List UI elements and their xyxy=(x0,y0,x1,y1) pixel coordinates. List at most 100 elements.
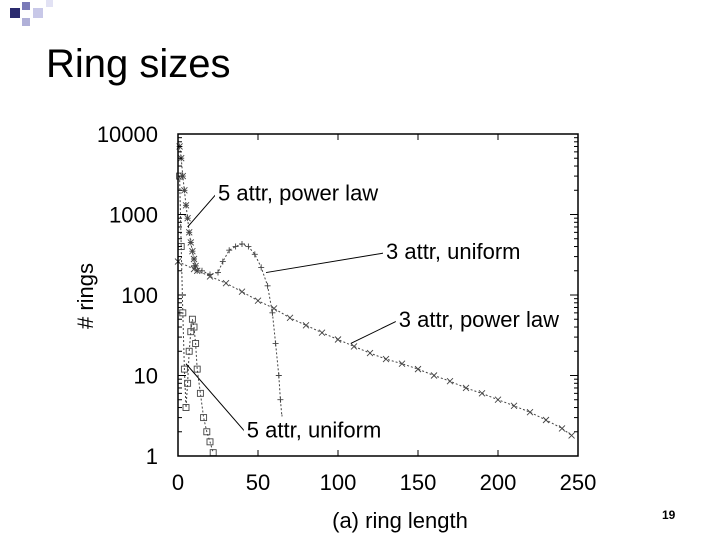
data-point xyxy=(286,314,294,322)
data-point xyxy=(568,432,575,439)
data-point xyxy=(192,340,200,347)
annotation-3-attr-power-law: 3 attr, power law xyxy=(399,307,559,332)
data-point xyxy=(366,349,374,357)
data-point xyxy=(232,243,239,250)
x-tick-label: 50 xyxy=(246,470,270,495)
annotation-leader-5-attr-power-law xyxy=(187,193,217,228)
data-point xyxy=(181,186,188,194)
title-decoration-squares xyxy=(10,0,53,26)
data-point xyxy=(414,365,422,373)
data-point xyxy=(350,343,358,350)
x-tick-label: 150 xyxy=(400,470,437,495)
data-point xyxy=(558,425,566,432)
data-point xyxy=(196,389,204,397)
series-3-attr-power-law xyxy=(174,258,575,439)
data-point xyxy=(277,396,284,403)
data-point xyxy=(219,258,226,265)
annotation-3-attr-uniform: 3 attr, uniform xyxy=(386,239,521,264)
series-line-5-attr-uniform xyxy=(179,176,214,453)
data-point xyxy=(446,377,454,385)
data-point xyxy=(318,329,326,337)
y-axis-label: # rings xyxy=(73,263,98,329)
data-point xyxy=(200,414,208,422)
data-point xyxy=(510,402,518,410)
data-point xyxy=(185,347,193,355)
data-point xyxy=(191,262,197,269)
series-5-attr-uniform xyxy=(176,172,217,457)
annotation-backdrop xyxy=(383,238,524,266)
series-line-3-attr-uniform xyxy=(193,243,283,418)
data-point xyxy=(190,323,198,331)
data-point xyxy=(494,396,502,404)
data-point xyxy=(398,360,406,368)
series-line-3-attr-power-law xyxy=(177,261,572,436)
data-point xyxy=(206,438,214,446)
data-point xyxy=(185,229,193,236)
annotation-leader-5-attr-uniform xyxy=(185,363,246,432)
x-tick-label: 250 xyxy=(560,470,597,495)
data-point xyxy=(187,239,195,246)
axis-layer: 0 50 100 150 200 250 1 10 100 1000 10000 xyxy=(97,122,597,495)
data-point xyxy=(430,372,438,379)
annotation-backdrop xyxy=(243,416,385,444)
annotation-5-attr-power-law: 5 attr, power law xyxy=(218,180,378,205)
y-tick-label: 1 xyxy=(146,444,158,469)
data-point xyxy=(188,315,196,323)
series-line-5-attr-power-law xyxy=(179,146,198,271)
x-tick-label: 0 xyxy=(172,470,184,495)
series-3-attr-uniform xyxy=(191,241,285,421)
x-axis-label: (a) ring length xyxy=(332,508,468,533)
data-point xyxy=(542,416,550,424)
y-tick-label: 10000 xyxy=(97,122,158,147)
annotation-5-attr-uniform: 5 attr, uniform xyxy=(247,417,382,442)
data-point xyxy=(245,243,252,250)
data-point xyxy=(270,305,278,312)
data-point xyxy=(184,379,192,387)
data-point xyxy=(251,251,258,258)
data-point xyxy=(272,340,279,347)
page-number: 19 xyxy=(662,508,676,522)
data-point xyxy=(184,214,191,222)
data-point xyxy=(258,264,265,271)
data-point xyxy=(215,269,221,276)
y-tick-label: 100 xyxy=(121,283,158,308)
x-tick-label: 200 xyxy=(480,470,517,495)
data-point xyxy=(190,255,198,263)
annotation-layer: 5 attr, power law 3 attr, uniform 3 attr, … xyxy=(185,179,563,444)
annotation-backdrop xyxy=(395,306,563,334)
data-point xyxy=(193,365,201,373)
data-point xyxy=(180,365,188,373)
data-point xyxy=(190,265,198,273)
data-point xyxy=(269,309,276,316)
data-point xyxy=(182,202,190,209)
data-point xyxy=(176,172,184,180)
data-point xyxy=(203,428,211,436)
slide-title: Ring sizes xyxy=(46,42,231,86)
data-point xyxy=(526,408,534,416)
data-point xyxy=(226,247,233,254)
series-layer xyxy=(174,143,575,457)
data-point xyxy=(222,279,230,287)
data-point xyxy=(264,282,271,289)
data-point xyxy=(275,372,282,379)
data-point xyxy=(334,336,342,343)
y-tick-label: 1000 xyxy=(109,203,158,228)
data-point xyxy=(206,273,214,280)
annotation-leader-3-attr-uniform xyxy=(265,252,385,274)
data-point xyxy=(382,355,390,363)
data-point xyxy=(189,247,196,255)
data-point xyxy=(302,322,310,329)
data-point xyxy=(209,449,217,457)
data-point xyxy=(239,241,245,248)
data-point xyxy=(462,384,470,392)
y-tick-label: 10 xyxy=(134,364,158,389)
x-tick-label: 100 xyxy=(320,470,357,495)
annotation-backdrop xyxy=(215,179,382,207)
data-point xyxy=(199,267,205,274)
data-point xyxy=(478,390,486,397)
annotation-leader-3-attr-power-law xyxy=(350,320,398,344)
data-point xyxy=(182,404,190,411)
data-point xyxy=(238,288,246,295)
data-point xyxy=(254,297,262,305)
